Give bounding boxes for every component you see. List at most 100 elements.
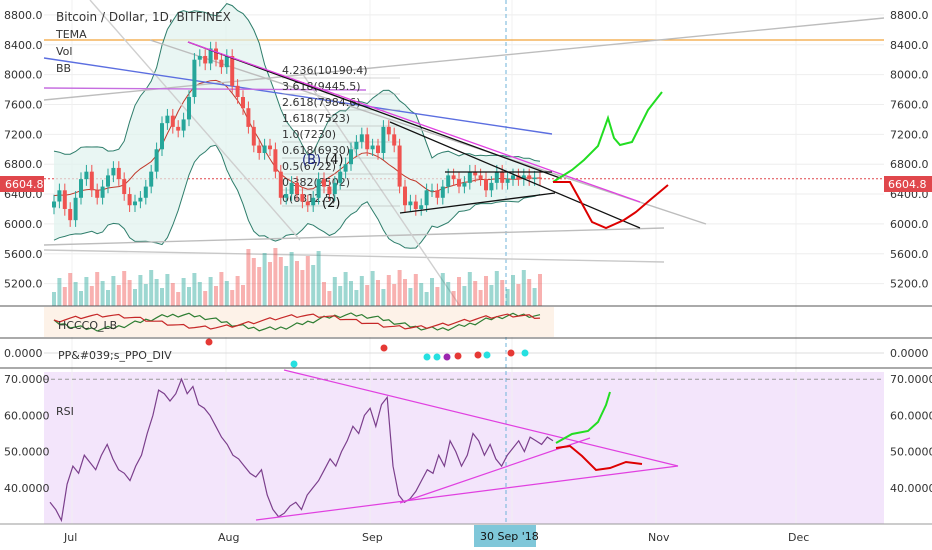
volume-bar-73: [446, 282, 451, 306]
candle-body-69: [424, 190, 429, 206]
projection-lines: [552, 91, 669, 230]
ppo-tick-left: 0.0000: [4, 347, 43, 360]
volume-bar-29: [208, 277, 213, 306]
candle-body-28: [203, 55, 208, 64]
volume-bar-10: [106, 290, 110, 306]
price-tick-right-8: 8400.0: [890, 39, 929, 52]
candle-body-2: [62, 190, 67, 209]
bb-label[interactable]: BB: [56, 62, 71, 75]
price-tick-left-1: 5600.0: [4, 248, 43, 261]
candle-body-73: [446, 175, 451, 187]
rsi-label[interactable]: RSI: [56, 405, 74, 418]
rsi-trend-line-1: [255, 465, 679, 521]
volume-bar-65: [403, 279, 407, 306]
price-tick-left-8: 8400.0: [4, 39, 43, 52]
rsi-panel-bg: [44, 372, 884, 524]
candle-body-9: [100, 186, 105, 198]
candle-body-56: [354, 141, 359, 150]
wave-label-4: (4): [325, 153, 343, 168]
price-tick-left-5: 7200.0: [4, 128, 43, 141]
volume-bar-31: [219, 272, 224, 306]
volume-bar-64: [397, 270, 402, 306]
volume-bar-49: [316, 251, 321, 306]
hccco-bg: [44, 307, 554, 337]
vol-label[interactable]: Vol: [56, 45, 72, 58]
hccco-label[interactable]: HCCCO_LB: [58, 319, 117, 332]
volume-bar-2: [62, 287, 67, 306]
price-tick-right-2: 6000.0: [890, 218, 929, 231]
volume-bar-70: [430, 278, 434, 306]
volume-bar-24: [181, 278, 186, 306]
rsi-tick-left-1: 50.0000: [4, 446, 50, 459]
volume-bar-55: [349, 281, 353, 306]
candle-body-88: [527, 175, 532, 180]
price-tick-right-9: 8800.0: [890, 9, 929, 22]
volume-bar-50: [322, 282, 326, 306]
volume-bar-69: [424, 292, 429, 306]
candle-body-37: [251, 126, 256, 146]
tema-label[interactable]: TEMA: [55, 28, 87, 41]
candle-body-20: [160, 123, 164, 150]
volume-bar-63: [392, 284, 397, 306]
volume-bar-32: [224, 281, 229, 306]
candle-body-44: [289, 182, 294, 195]
bb-band-fill: [54, 3, 540, 249]
candle-body-64: [397, 145, 402, 187]
ppo-dot-10: [521, 349, 529, 357]
candle-body-6: [84, 171, 89, 180]
candle-body-16: [138, 197, 143, 202]
candle-body-59: [370, 145, 375, 150]
candle-body-45: [295, 182, 299, 195]
rsi-line: [49, 377, 554, 523]
candle-body-70: [430, 190, 434, 192]
price-tick-left-6: 7600.0: [4, 98, 43, 111]
candle-body-42: [278, 171, 283, 198]
candle-body-41: [273, 149, 278, 172]
price-tick-left-4: 6800.0: [4, 158, 43, 171]
chart-title: Bitcoin / Dollar, 1D, BITFINEX: [56, 10, 231, 24]
candle-body-53: [338, 171, 343, 183]
rsi-tick-left-0: 40.0000: [4, 482, 50, 495]
candle-body-39: [262, 145, 267, 153]
ppo-dot-7: [474, 351, 482, 359]
candle-body-86: [516, 175, 521, 180]
fib-label-4: 1.0(7230): [282, 128, 336, 141]
fan-line-5: [299, 69, 461, 307]
candle-body-51: [327, 186, 332, 195]
fan-line-1: [43, 227, 665, 246]
volume-bar-27: [197, 282, 202, 306]
candle-body-10: [106, 175, 110, 187]
bollinger-bands: [53, 3, 541, 249]
rsi-projection-red: [555, 444, 643, 472]
candle-body-79: [478, 175, 483, 180]
candle-body-85: [511, 175, 515, 180]
volume-bar-78: [473, 281, 478, 306]
candle-body-82: [494, 171, 499, 183]
candle-body-67: [413, 201, 418, 209]
fan-line-2: [43, 249, 665, 263]
ppo-label[interactable]: PP&#039;s_PPO_DIV: [58, 349, 172, 362]
candle-body-27: [197, 55, 202, 60]
fib-label-0: 4.236(10190.4): [282, 64, 368, 77]
ppo-tick-right: 0.0000: [890, 347, 929, 360]
volume-bar-36: [246, 249, 251, 306]
volume-bar-25: [187, 287, 191, 306]
ppo-dot-3: [423, 353, 431, 361]
candle-body-63: [392, 134, 397, 146]
fan-line-7: [43, 87, 367, 91]
fan-line-0: [43, 17, 885, 101]
price-tick-right-6: 7600.0: [890, 98, 929, 111]
candle-body-68: [419, 205, 424, 209]
candle-body-75: [457, 179, 461, 187]
volume-bar-19: [154, 279, 159, 306]
volume-bar-74: [451, 291, 456, 306]
candle-body-22: [170, 115, 175, 127]
volume-bar-51: [327, 291, 332, 306]
volume-bar-17: [143, 284, 148, 306]
time-tick-2: Sep: [362, 531, 383, 544]
volume-bar-35: [241, 285, 245, 306]
hccco-green-line: [53, 312, 541, 332]
price-tick-right-1: 5600.0: [890, 248, 929, 261]
fan-line-4: [89, 0, 301, 241]
